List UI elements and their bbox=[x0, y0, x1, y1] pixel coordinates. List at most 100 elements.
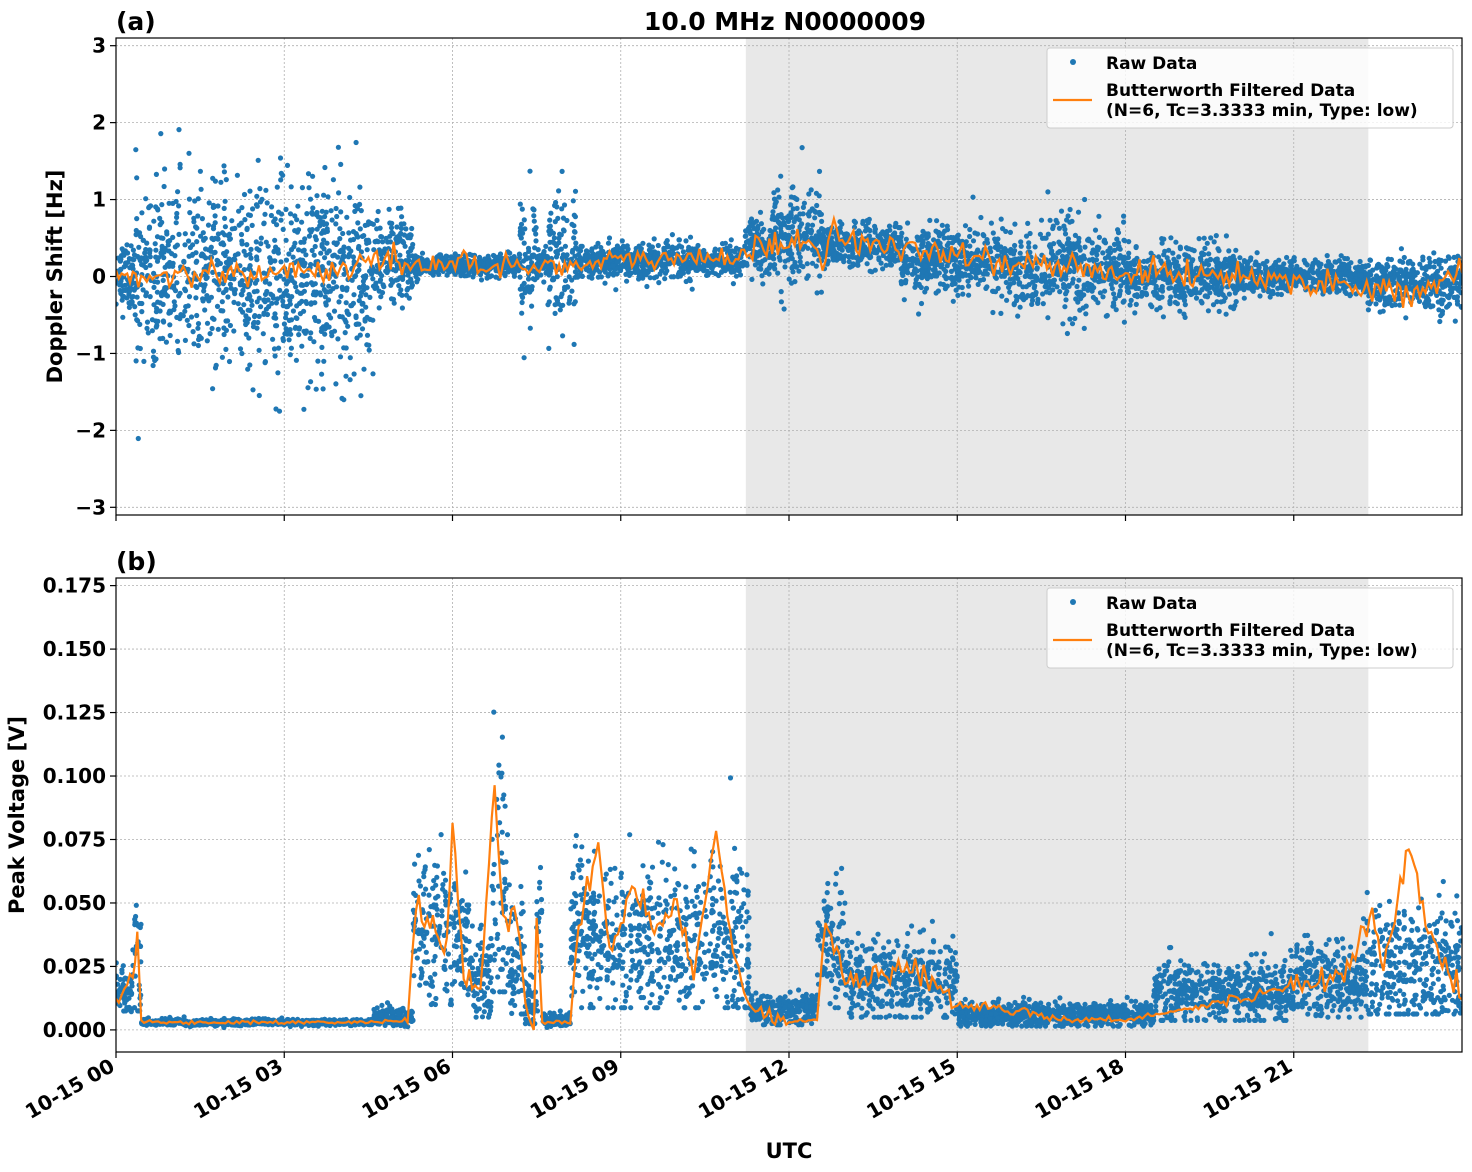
raw-point bbox=[541, 248, 547, 255]
raw-point bbox=[984, 284, 990, 290]
raw-point bbox=[1111, 241, 1118, 247]
raw-point bbox=[329, 333, 335, 339]
raw-point bbox=[369, 271, 375, 277]
raw-point bbox=[1115, 240, 1121, 246]
raw-point bbox=[1004, 297, 1010, 303]
raw-point bbox=[1205, 308, 1211, 314]
raw-point bbox=[285, 329, 291, 335]
raw-point bbox=[322, 326, 328, 332]
raw-point bbox=[1125, 289, 1131, 295]
raw-point bbox=[471, 267, 477, 273]
raw-point bbox=[851, 224, 858, 230]
raw-point bbox=[1257, 293, 1263, 299]
raw-point bbox=[245, 212, 252, 218]
raw-point bbox=[160, 318, 166, 324]
raw-point bbox=[1223, 311, 1229, 317]
raw-point bbox=[1113, 266, 1120, 272]
raw-point bbox=[123, 260, 129, 266]
raw-point bbox=[620, 243, 627, 249]
raw-point bbox=[133, 358, 139, 364]
raw-point bbox=[519, 206, 525, 212]
raw-point bbox=[1166, 264, 1172, 270]
raw-point bbox=[283, 281, 289, 287]
raw-point bbox=[120, 293, 126, 300]
raw-point bbox=[767, 262, 774, 268]
raw-point bbox=[137, 255, 143, 262]
raw-point bbox=[820, 241, 826, 247]
raw-point bbox=[661, 245, 667, 251]
raw-point bbox=[260, 331, 266, 337]
raw-point bbox=[333, 205, 339, 212]
raw-point bbox=[920, 274, 926, 280]
raw-point bbox=[161, 255, 167, 261]
raw-point bbox=[373, 280, 379, 286]
raw-point bbox=[664, 268, 670, 274]
raw-point bbox=[853, 255, 859, 261]
raw-point bbox=[521, 355, 527, 361]
raw-point bbox=[153, 247, 159, 253]
raw-point bbox=[846, 259, 852, 265]
raw-point bbox=[195, 325, 201, 331]
raw-point bbox=[346, 251, 352, 257]
raw-point bbox=[571, 223, 577, 229]
raw-point bbox=[615, 250, 621, 256]
raw-point bbox=[1070, 276, 1076, 282]
raw-point bbox=[312, 234, 318, 240]
raw-point bbox=[591, 257, 597, 263]
raw-point bbox=[361, 233, 367, 239]
raw-point bbox=[1160, 314, 1166, 320]
raw-point bbox=[270, 336, 276, 342]
raw-point bbox=[683, 238, 689, 244]
raw-point bbox=[338, 161, 344, 167]
raw-point bbox=[375, 239, 381, 245]
raw-point bbox=[402, 243, 408, 249]
raw-point bbox=[306, 233, 312, 239]
raw-point bbox=[228, 275, 234, 282]
raw-point bbox=[789, 256, 795, 262]
raw-point bbox=[301, 288, 307, 294]
raw-point bbox=[330, 177, 336, 183]
raw-point bbox=[1019, 255, 1025, 261]
raw-point bbox=[331, 328, 338, 334]
raw-point bbox=[403, 268, 409, 274]
raw-point bbox=[312, 300, 318, 306]
raw-point bbox=[165, 242, 171, 248]
raw-point bbox=[1011, 280, 1017, 286]
raw-point bbox=[280, 303, 286, 309]
raw-point bbox=[388, 225, 395, 231]
raw-point bbox=[941, 266, 947, 272]
raw-point bbox=[258, 304, 264, 310]
raw-point bbox=[916, 311, 922, 317]
raw-point bbox=[409, 244, 415, 251]
raw-point bbox=[1075, 209, 1082, 215]
raw-point bbox=[397, 252, 403, 258]
raw-point bbox=[294, 289, 300, 295]
raw-point bbox=[375, 208, 381, 215]
raw-point bbox=[968, 274, 974, 280]
raw-point bbox=[182, 337, 188, 343]
raw-point bbox=[149, 328, 155, 334]
raw-point bbox=[990, 230, 996, 236]
raw-point bbox=[909, 271, 916, 277]
raw-point bbox=[296, 332, 302, 338]
raw-point bbox=[670, 250, 676, 256]
raw-point bbox=[869, 269, 875, 275]
raw-point bbox=[550, 275, 556, 281]
raw-point bbox=[653, 274, 660, 280]
raw-point bbox=[569, 288, 575, 294]
raw-point bbox=[1214, 283, 1220, 290]
raw-point bbox=[280, 172, 286, 178]
raw-point bbox=[212, 220, 218, 226]
raw-point bbox=[328, 208, 334, 214]
raw-point bbox=[892, 223, 898, 230]
raw-point bbox=[1116, 293, 1122, 299]
raw-point bbox=[547, 217, 553, 223]
raw-point bbox=[905, 220, 911, 226]
raw-point bbox=[299, 260, 305, 267]
raw-point bbox=[347, 377, 353, 383]
raw-point bbox=[1115, 227, 1121, 233]
raw-point bbox=[123, 287, 129, 293]
raw-point bbox=[1222, 263, 1228, 270]
raw-point bbox=[171, 299, 177, 305]
raw-point bbox=[960, 291, 966, 297]
